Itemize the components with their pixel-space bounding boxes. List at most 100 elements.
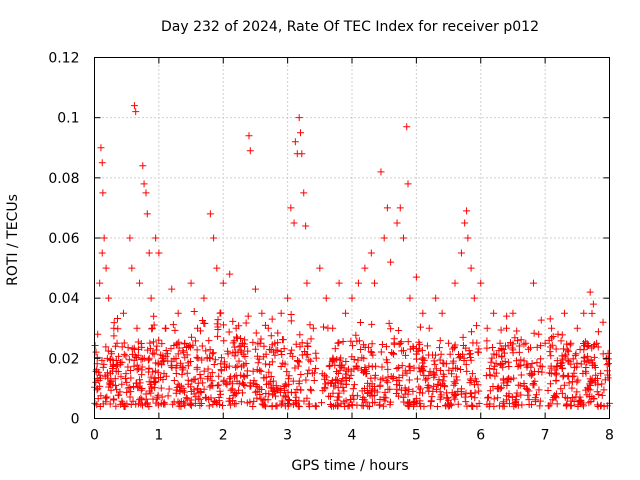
noise-point [498, 352, 506, 360]
noise-point [239, 379, 247, 387]
data-point [251, 285, 259, 293]
noise-point [513, 327, 521, 335]
noise-point [416, 323, 424, 331]
data-point [133, 324, 141, 332]
noise-point [441, 383, 449, 391]
noise-point [449, 357, 457, 365]
noise-point [303, 339, 311, 347]
noise-point [508, 344, 516, 352]
data-point [348, 294, 356, 302]
noise-point [171, 326, 179, 334]
noise-point [153, 395, 161, 403]
noise-point [425, 371, 433, 379]
noise-point [538, 363, 546, 371]
noise-point [342, 370, 350, 378]
noise-point [114, 391, 122, 399]
noise-point [597, 402, 605, 410]
noise-point [560, 345, 568, 353]
noise-point [190, 390, 198, 398]
noise-point [138, 363, 146, 371]
noise-point [428, 393, 436, 401]
noise-point [553, 369, 561, 377]
noise-point [468, 402, 476, 410]
noise-point [326, 400, 334, 408]
noise-point [307, 357, 315, 365]
noise-point [457, 388, 465, 396]
noise-point [265, 368, 273, 376]
data-point [213, 264, 221, 272]
noise-point [376, 382, 384, 390]
noise-point [393, 385, 401, 393]
x-axis-label: GPS time / hours [291, 458, 408, 474]
noise-point [350, 381, 358, 389]
noise-point [450, 390, 458, 398]
noise-point [194, 395, 202, 403]
noise-point [155, 336, 163, 344]
noise-point [444, 402, 452, 410]
data-point [393, 219, 401, 227]
noise-point [545, 336, 553, 344]
noise-point [232, 400, 240, 408]
noise-point [436, 388, 444, 396]
noise-point [237, 398, 245, 406]
data-point [142, 189, 150, 197]
noise-point [292, 340, 300, 348]
noise-point [170, 398, 178, 406]
noise-point [510, 374, 518, 382]
data-point [599, 318, 607, 326]
data-point [425, 324, 433, 332]
noise-point [514, 363, 522, 371]
noise-point [110, 332, 118, 340]
noise-point [516, 381, 524, 389]
x-tick-label: 4 [348, 428, 357, 444]
noise-point [341, 402, 349, 410]
noise-point [223, 381, 231, 389]
noise-point [588, 393, 596, 401]
noise-point [467, 356, 475, 364]
noise-point [229, 317, 237, 325]
noise-point [433, 402, 441, 410]
noise-point [499, 346, 507, 354]
grid [94, 57, 610, 419]
noise-point [252, 345, 260, 353]
noise-point [553, 357, 561, 365]
data-point [463, 207, 471, 215]
data-point [419, 309, 427, 317]
noise-point [118, 343, 126, 351]
noise-point [162, 346, 170, 354]
noise-point [291, 364, 299, 372]
noise-point [498, 384, 506, 392]
noise-point [274, 329, 282, 337]
noise-point [297, 371, 305, 379]
noise-point [371, 371, 379, 379]
noise-point [495, 385, 503, 393]
noise-point [157, 373, 165, 381]
noise-point [558, 352, 566, 360]
noise-point [400, 347, 408, 355]
data-point [461, 219, 469, 227]
noise-point [164, 392, 172, 400]
noise-point [113, 314, 121, 322]
noise-point [500, 379, 508, 387]
noise-point [415, 345, 423, 353]
data-point [303, 279, 311, 287]
noise-point [150, 350, 158, 358]
noise-point [204, 373, 212, 381]
noise-point [457, 353, 465, 361]
noise-point [420, 363, 428, 371]
data-point [322, 294, 330, 302]
noise-point [412, 350, 420, 358]
noise-point [256, 339, 264, 347]
data-point [335, 279, 343, 287]
noise-point [164, 357, 172, 365]
noise-point [108, 365, 116, 373]
noise-point [268, 358, 276, 366]
noise-point [110, 396, 118, 404]
noise-point [242, 359, 250, 367]
noise-point [226, 375, 234, 383]
noise-point [559, 373, 567, 381]
data-point [496, 339, 504, 347]
noise-point [576, 346, 584, 354]
data-point [161, 324, 169, 332]
noise-point [210, 361, 218, 369]
